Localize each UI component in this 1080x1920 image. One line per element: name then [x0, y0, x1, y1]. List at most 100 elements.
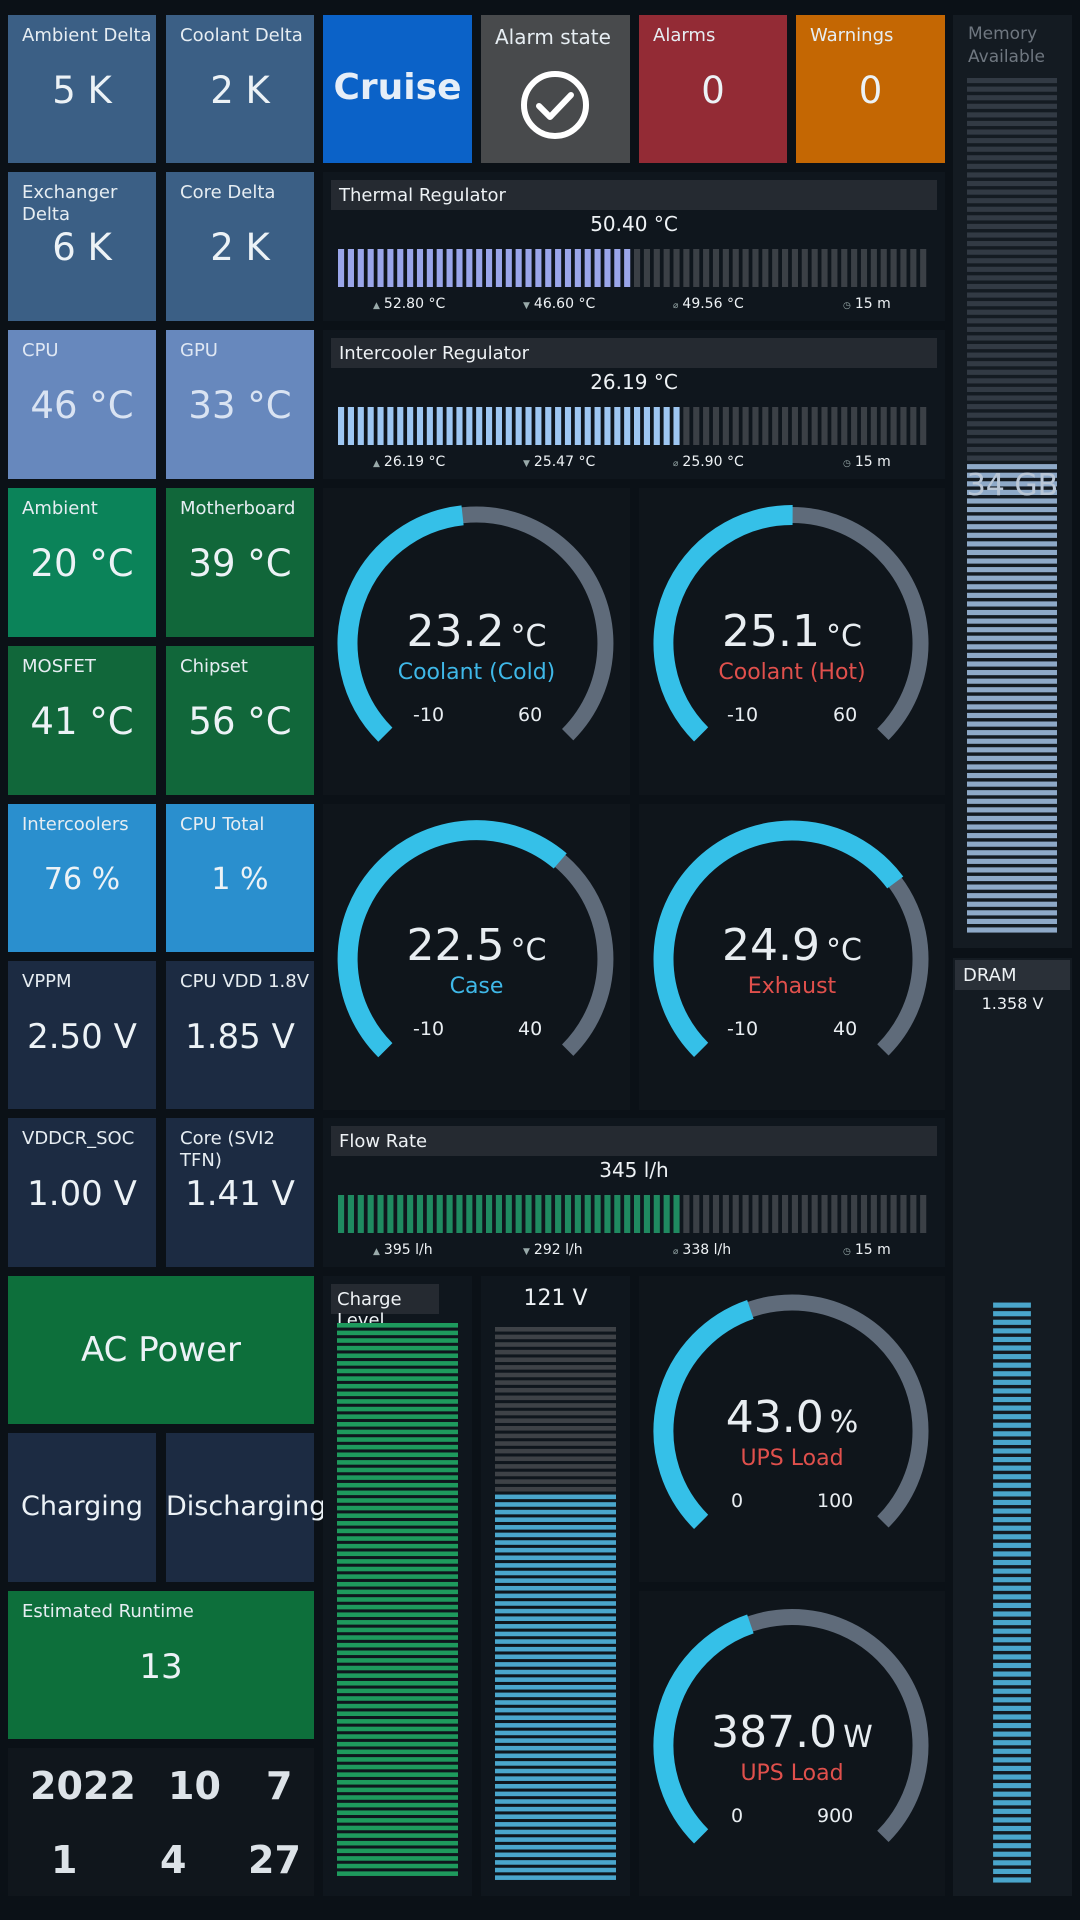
meter-segment	[993, 1379, 1031, 1385]
meter-segment	[643, 407, 650, 445]
meter-segment	[967, 138, 1057, 144]
meter-segment	[683, 1195, 690, 1233]
meter-segment	[584, 407, 591, 445]
meter-segment	[495, 249, 502, 287]
meter-segment	[337, 1688, 458, 1694]
gauge-coolant-hot: 25.1 °C Coolant (Hot) -10 60	[639, 488, 945, 795]
tile-value: 5 K	[52, 69, 112, 112]
meter-segment	[337, 1376, 458, 1381]
meter-segment	[495, 1700, 616, 1705]
meter-segment	[337, 1673, 458, 1678]
meter-segment	[535, 1195, 542, 1233]
meter-segment	[495, 1441, 616, 1446]
meter-segment	[993, 1714, 1031, 1720]
meter-segment	[337, 1863, 458, 1869]
meter-segment	[993, 1439, 1031, 1445]
meter-segment	[476, 407, 483, 445]
memory-available-panel: Memory Available 34 GB	[953, 15, 1072, 948]
meter-segment	[993, 1843, 1031, 1849]
meter-segment	[791, 1195, 798, 1233]
meter-segment	[967, 472, 1057, 478]
meter-segment	[337, 1482, 458, 1488]
meter-segment	[801, 249, 808, 287]
meter-segment	[967, 609, 1057, 616]
meter-segment	[993, 1611, 1031, 1617]
meter-segment	[967, 78, 1057, 84]
meter-segment	[337, 1810, 458, 1816]
meter-segment	[993, 1620, 1031, 1626]
meter-segment	[880, 1195, 887, 1233]
meter-segment	[337, 1749, 458, 1755]
meter-segment	[967, 798, 1057, 804]
tile-label: Ambient Delta	[22, 25, 152, 46]
tile-mosfet: MOSFET 41 °C	[8, 646, 156, 795]
runtime-label: Estimated Runtime	[22, 1601, 194, 1622]
tile-value: 2.50 V	[27, 1017, 137, 1057]
meter-segment	[337, 1696, 458, 1701]
meter-segment	[357, 249, 364, 287]
alarm-state-tile[interactable]: Alarm state	[481, 15, 630, 163]
meter-segment	[337, 1703, 458, 1709]
meter-segment	[993, 1662, 1031, 1669]
meter-segment	[967, 755, 1057, 761]
tile-label: CPU VDD 1.8V	[180, 971, 310, 992]
meter-segment	[495, 1433, 616, 1439]
meter-segment	[337, 1391, 458, 1397]
meter-segment	[993, 1774, 1031, 1780]
tile-label: Coolant Delta	[180, 25, 303, 46]
meter-segment	[436, 1195, 443, 1233]
meter-segment	[594, 249, 601, 287]
meter-segment	[337, 1741, 458, 1747]
meter-segment	[337, 1330, 458, 1336]
alarms-tile[interactable]: Alarms 0	[639, 15, 787, 163]
meter-segment	[993, 1405, 1031, 1411]
warnings-label: Warnings	[810, 25, 894, 46]
gauge-value: 23.2 °C	[406, 606, 547, 657]
meter-segment	[663, 407, 670, 445]
tile-label: Chipset	[180, 656, 248, 677]
meter-segment	[535, 407, 542, 445]
meter-segment	[993, 1868, 1031, 1874]
meter-segment	[495, 1738, 616, 1743]
meter-segment	[337, 1551, 458, 1557]
meter-segment	[967, 781, 1057, 787]
meter-segment	[742, 1195, 749, 1233]
meter-segment	[772, 407, 779, 445]
meter-segment	[967, 326, 1057, 332]
gauge-value: 22.5 °C	[406, 920, 547, 971]
meter-segment	[495, 1844, 616, 1850]
panel-value: 345 l/h	[599, 1158, 669, 1182]
meter-segment	[967, 567, 1057, 573]
panel-value: 50.40 °C	[590, 212, 678, 236]
meter-segment	[993, 1688, 1031, 1694]
meter-segment	[338, 249, 345, 287]
gauge-arc	[337, 820, 614, 1058]
gauge-case: 22.5 °C Case -10 40	[323, 804, 630, 1110]
meter-segment	[993, 1354, 1031, 1360]
stat-min: ▼ 292 l/h	[523, 1242, 583, 1258]
gauge-fill	[653, 1299, 754, 1529]
meter-segment	[495, 1585, 616, 1591]
warnings-tile[interactable]: Warnings 0	[796, 15, 945, 163]
max-icon: ▲	[373, 459, 380, 469]
meter-segment	[693, 1195, 700, 1233]
meter-segment	[525, 407, 532, 445]
meter-segment	[495, 1448, 616, 1454]
meter-segment	[643, 249, 650, 287]
meter-segment	[505, 249, 512, 287]
meter-segment	[967, 875, 1057, 882]
meter-segment	[347, 249, 354, 287]
meter-segment	[495, 1852, 616, 1858]
meter-segment	[967, 507, 1057, 513]
meter-segment	[967, 850, 1057, 856]
meter-segment	[436, 249, 443, 287]
meter-segment	[967, 524, 1057, 530]
avg-icon: ⌀	[673, 459, 679, 469]
mode-tile[interactable]: Cruise	[323, 15, 472, 163]
meter-segment	[495, 1395, 616, 1401]
avg-icon: ⌀	[673, 301, 679, 311]
tile-label: Exchanger Delta	[22, 182, 118, 225]
meter-segment	[555, 407, 562, 445]
meter-segment	[967, 309, 1057, 315]
dram-bar-meter	[993, 1302, 1031, 1883]
